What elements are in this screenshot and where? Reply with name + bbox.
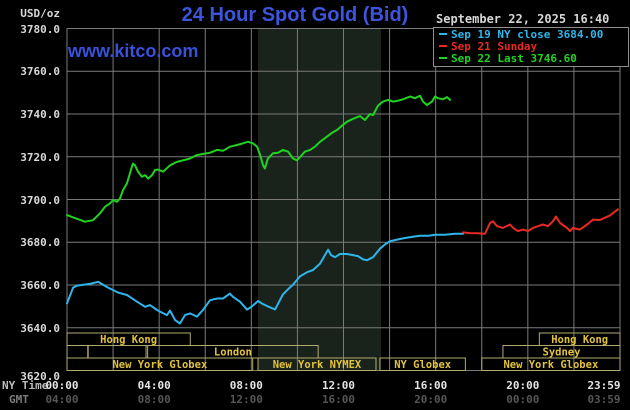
x-tick-gmt: 16:00 [321,393,356,406]
x-tick-ny-time: 04:00 [137,379,171,392]
x-tick-gmt: 04:00 [45,393,79,406]
y-tick-label: 3720.0 [20,150,60,164]
session-box [66,345,89,359]
session-label: London [214,347,252,359]
y-axis-unit-label: USD/oz [20,7,60,20]
session-label: New York NYMEX [273,359,362,371]
chart-title: 24 Hour Spot Gold (Bid) [181,4,409,26]
y-tick-label: 3640.0 [20,321,60,335]
y-tick-label: 3740.0 [20,108,60,121]
legend-row-sep19: Sep 19 NY close 3684.00 [434,29,628,41]
sep19-line-swatch-icon [439,33,447,35]
session-box [87,345,147,359]
ny-time-axis-label: NY Time [2,379,49,392]
y-tick-label: 3760.0 [20,65,60,79]
session-label: NY Globex [394,359,452,371]
x-tick-gmt: 20:00 [414,393,448,406]
session-box [379,357,466,371]
series-sep22-line [66,94,451,223]
x-tick-ny-time: 08:00 [229,379,263,392]
x-tick-ny-time: 12:00 [321,379,356,392]
gmt-axis-label: GMT [9,393,29,406]
session-label: New York Globex [112,359,208,371]
session-label: New York Globex [503,359,599,371]
legend-label-sep22: Sep 22 Last 3746.60 [451,52,577,65]
session-label: Sydney [543,347,582,359]
x-tick-ny-time: 00:00 [45,379,79,392]
session-label: Hong Kong [100,334,157,346]
legend-row-sep21: Sep 21 Sunday [434,41,628,53]
x-tick-gmt: 00:00 [506,393,540,406]
y-tick-label: 3680.0 [20,236,60,250]
legend-label-sep21: Sep 21 Sunday [451,40,538,53]
y-tick-label: 3660.0 [20,279,60,292]
series-sep19-line [66,232,465,325]
legend-label-sep19: Sep 19 NY close 3684.00 [451,28,604,41]
kitco-watermark-link[interactable]: www.kitco.com [68,41,199,61]
legend-box: Sep 19 NY close 3684.00 Sep 21 Sunday Se… [433,27,629,67]
legend-row-sep22: Sep 22 Last 3746.60 [434,53,628,65]
session-box [257,357,377,371]
sep22-line-swatch-icon [439,57,447,59]
y-tick-label: 3620.0 [20,369,60,383]
x-tick-gmt: 12:00 [229,393,263,406]
x-tick-ny-time: 23:59 [587,379,621,392]
x-tick-ny-time: 16:00 [414,379,448,392]
x-tick-gmt: 03:59 [587,393,621,406]
sep21-line-swatch-icon [439,45,447,47]
session-box [481,357,621,371]
session-box [66,357,254,371]
y-tick-label: 3700.0 [20,193,60,207]
x-tick-gmt: 08:00 [137,393,171,406]
session-label: Hong Kong [551,334,608,346]
x-tick-ny-time: 20:00 [506,379,540,392]
y-tick-label: 3780.0 [20,22,60,36]
series-sep21-line [462,208,619,235]
chart-datetime: September 22, 2025 16:40 [436,12,610,26]
